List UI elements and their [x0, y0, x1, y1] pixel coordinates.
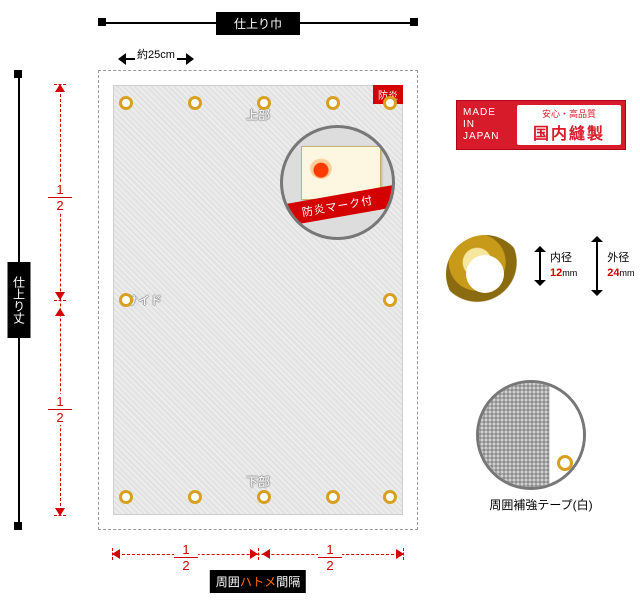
unit: mm	[562, 268, 577, 278]
grommet-dimension-detail: 内径 12mm 外径 24mm	[446, 230, 626, 320]
grommet-icon	[326, 490, 340, 504]
grommet-icon	[383, 490, 397, 504]
tape-detail: 周囲補強テープ(白)	[456, 380, 626, 513]
tape-zoom-circle	[476, 380, 586, 490]
made-in-japan-badge: MADE IN JAPAN 安心・高品質 国内縫製	[456, 100, 626, 150]
vertical-half-axis: 1 2 1 2	[46, 84, 76, 516]
horizontal-half-axis: 1 2 1 2 周囲ハトメ間隔	[112, 540, 404, 600]
frac-den: 2	[48, 197, 72, 213]
grommet-icon	[119, 293, 133, 307]
spacing-text: 約25cm	[135, 46, 177, 62]
top-width-label: 仕上り巾	[216, 12, 300, 35]
top-width-cap-left	[98, 18, 106, 26]
arrow-down-icon	[55, 292, 65, 300]
arrow-right-icon	[250, 549, 258, 559]
vaxis-tick	[54, 300, 66, 301]
left-height-cap-bottom	[14, 522, 22, 530]
arrow-left-icon	[262, 549, 270, 559]
diagram-stage: 仕上り巾 仕上り丈 約25cm 防炎 上部 サイド 下部 防炎マーク付	[0, 0, 640, 616]
arrow-left-icon	[118, 53, 126, 65]
arrow-up-icon	[55, 84, 65, 92]
haxis-fraction: 1 2	[318, 542, 342, 573]
outer-value: 24	[607, 267, 619, 279]
haxis-tick	[403, 548, 404, 560]
top-width-dimension: 仕上り巾	[98, 12, 418, 34]
grommet-ring-icon	[446, 235, 524, 313]
grommet-icon	[257, 96, 271, 110]
flame-icon	[310, 157, 332, 179]
frac-den: 2	[318, 557, 342, 573]
frac-den: 2	[174, 557, 198, 573]
vaxis-tick	[54, 84, 66, 85]
caption-highlight: ハトメ	[240, 575, 276, 589]
dim-arrow-icon	[591, 236, 603, 296]
outer-label: 外径	[607, 252, 629, 264]
region-bottom-label: 下部	[246, 473, 270, 490]
grommet-icon	[383, 293, 397, 307]
haxis-tick	[258, 548, 259, 560]
frac-den: 2	[48, 409, 72, 425]
dim-arrow-icon	[534, 246, 546, 286]
vaxis-fraction: 1 2	[48, 182, 72, 213]
caption-pre: 周囲	[216, 575, 240, 589]
inner-label: 内径	[550, 252, 572, 264]
left-height-label: 仕上り丈	[8, 262, 31, 338]
top-width-cap-right	[410, 18, 418, 26]
inner-value: 12	[550, 267, 562, 279]
tape-grommet-icon	[557, 455, 573, 471]
badge-small-text: 安心・高品質	[542, 107, 596, 120]
mij-line: MADE	[463, 107, 513, 119]
grommet-icon	[257, 490, 271, 504]
haxis-tick	[112, 548, 113, 560]
caption-post: 間隔	[276, 575, 300, 589]
haxis-fraction: 1 2	[174, 542, 198, 573]
grommet-dims: 内径 12mm 外径 24mm	[534, 236, 635, 304]
left-height-dimension: 仕上り丈	[8, 70, 30, 530]
vaxis-tick	[54, 515, 66, 516]
grommet-icon	[188, 490, 202, 504]
unit: mm	[620, 268, 635, 278]
arrow-right-icon	[186, 53, 194, 65]
inner-dim-row: 内径 12mm 外径 24mm	[534, 236, 635, 296]
arrow-up-icon	[55, 308, 65, 316]
vaxis-fraction: 1 2	[48, 394, 72, 425]
mij-line: JAPAN	[463, 131, 513, 143]
left-height-cap-top	[14, 70, 22, 78]
badge-big-text: 国内縫製	[533, 120, 605, 144]
haxis-caption: 周囲ハトメ間隔	[210, 570, 306, 593]
firemark-callout: 防炎マーク付	[280, 125, 395, 240]
grommet-icon	[119, 490, 133, 504]
grommet-icon	[188, 96, 202, 110]
arrow-left-icon	[112, 549, 120, 559]
badge-jp-box: 安心・高品質 国内縫製	[517, 105, 621, 145]
tape-caption: 周囲補強テープ(白)	[456, 496, 626, 513]
mij-line: IN	[463, 119, 513, 131]
frac-num: 1	[56, 182, 63, 197]
grommet-icon	[383, 96, 397, 110]
frac-num: 1	[182, 542, 189, 557]
white-tape	[549, 383, 583, 487]
mij-text: MADE IN JAPAN	[457, 101, 513, 149]
grommet-icon	[326, 96, 340, 110]
frac-num: 1	[326, 542, 333, 557]
grommet-icon	[119, 96, 133, 110]
frac-num: 1	[56, 394, 63, 409]
grommet-spacing-dimension: 約25cm	[118, 50, 194, 68]
